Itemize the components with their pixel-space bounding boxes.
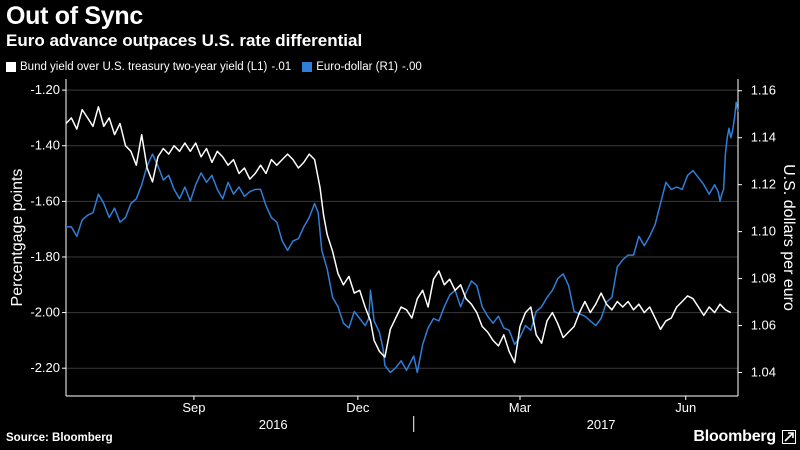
ytick-left-label: -1.40 — [30, 138, 60, 153]
xtick-label: Mar — [509, 400, 532, 415]
ytick-right-label: 1.08 — [751, 271, 776, 286]
legend-label-bund: Bund yield over U.S. treasury two-year y… — [20, 61, 268, 73]
ytick-right-label: 1.10 — [751, 224, 776, 239]
xtick-label: Jun — [675, 400, 696, 415]
ytick-right-label: 1.12 — [751, 177, 776, 192]
xtick-label: Sep — [182, 400, 205, 415]
legend-swatch-bund — [6, 62, 16, 72]
xtick-year-label: 2016 — [259, 417, 288, 432]
legend-suffix-bund: -.01 — [271, 61, 292, 73]
ytick-left-label: -1.80 — [30, 249, 60, 264]
series-line-euro — [66, 101, 739, 374]
ytick-right-label: 1.04 — [751, 365, 776, 380]
chart-legend: Bund yield over U.S. treasury two-year y… — [6, 61, 428, 73]
legend-label-euro: Euro-dollar (R1) — [316, 61, 398, 73]
xtick-label: Dec — [346, 400, 370, 415]
legend-item-euro: Euro-dollar (R1) -.00 — [302, 61, 422, 73]
ytick-left-label: -2.00 — [30, 305, 60, 320]
y-axis-left-title: Percentgage points — [9, 169, 26, 307]
legend-item-bund: Bund yield over U.S. treasury two-year y… — [6, 61, 291, 73]
brand-logo: Bloomberg — [693, 428, 776, 445]
source-note: Source: Bloomberg — [6, 432, 113, 444]
y-axis-right-title: U.S. dollars per euro — [780, 164, 797, 311]
chart-subtitle: Euro advance outpaces U.S. rate differen… — [6, 31, 363, 50]
legend-suffix-euro: -.00 — [402, 61, 422, 73]
ytick-left-label: -2.20 — [30, 360, 60, 375]
expand-icon[interactable] — [782, 430, 796, 444]
xtick-year-label: 2017 — [587, 417, 616, 432]
ytick-right-label: 1.14 — [751, 130, 776, 145]
ytick-left-label: -1.60 — [30, 193, 60, 208]
ytick-right-label: 1.16 — [751, 83, 776, 98]
series-line-bund — [65, 106, 732, 364]
legend-swatch-euro — [302, 62, 313, 72]
chart-title: Out of Sync — [6, 2, 143, 30]
ytick-right-label: 1.06 — [751, 318, 776, 333]
ytick-left-label: -1.20 — [30, 82, 60, 97]
